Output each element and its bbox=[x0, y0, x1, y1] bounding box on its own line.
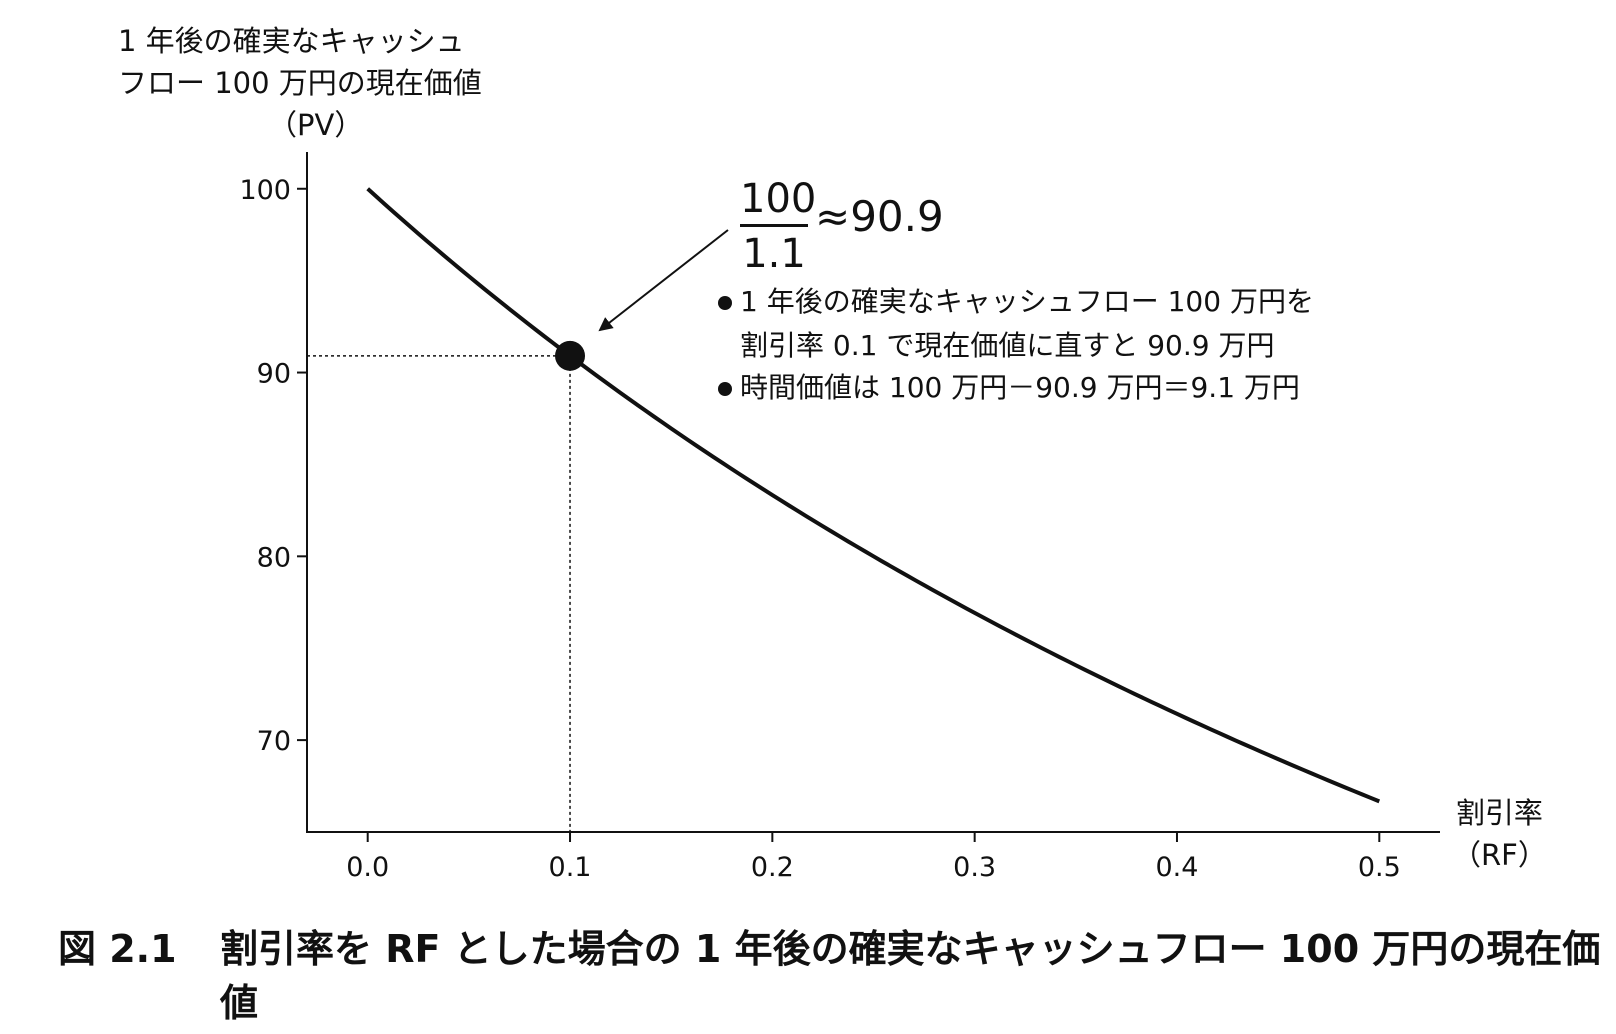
figure-caption: 図 2.1 割引率を RF とした場合の 1 年後の確実なキャッシュフロー 10… bbox=[58, 922, 1600, 1025]
pv-curve-line bbox=[366, 187, 1381, 804]
bullet-dot-icon bbox=[718, 296, 732, 310]
y-tick-label: 70 bbox=[257, 726, 291, 757]
bullet-1-line-2: 割引率 0.1 で現在価値に直すと 90.9 万円 bbox=[740, 329, 1275, 362]
x-axis-ticks: 0.0 0.1 0.2 0.3 0.4 0.5 bbox=[346, 832, 1401, 883]
guide-lines bbox=[307, 355, 571, 832]
annotation-arrow bbox=[598, 229, 729, 332]
y-axis-label: 1 年後の確実なキャッシュ フロー 100 万円の現在価値 （PV） bbox=[118, 20, 482, 146]
x-tick-label: 0.3 bbox=[953, 852, 996, 883]
y-tick-label: 90 bbox=[257, 359, 291, 390]
y-tick-label: 100 bbox=[239, 175, 291, 206]
annotation-bullet-2: 時間価値は 100 万円－90.9 万円＝9.1 万円 bbox=[718, 366, 1300, 406]
y-axis-ticks: 100 90 80 70 bbox=[239, 175, 307, 757]
y-axis-label-line-2: フロー 100 万円の現在価値 bbox=[118, 66, 482, 100]
x-axis-label: 割引率 （RF） bbox=[1452, 790, 1547, 874]
bullet-1-line-1: 1 年後の確実なキャッシュフロー 100 万円を bbox=[740, 285, 1314, 318]
annotation-approx-value: ≈90.9 bbox=[815, 192, 944, 241]
bullet-dot-icon bbox=[718, 382, 732, 396]
x-axis-label-line-1: 割引率 bbox=[1455, 796, 1543, 830]
fraction-denominator: 1.1 bbox=[742, 231, 806, 277]
fraction-bar bbox=[740, 224, 808, 227]
fraction-numerator: 100 bbox=[740, 176, 817, 222]
annotation-fraction: 100 1.1 bbox=[740, 176, 817, 277]
x-axis-label-line-2: （RF） bbox=[1452, 838, 1547, 872]
figure-caption-text: 割引率を RF とした場合の 1 年後の確実なキャッシュフロー 100 万円の現… bbox=[220, 927, 1601, 1025]
highlight-point bbox=[555, 340, 586, 371]
bullet-2-line-1: 時間価値は 100 万円－90.9 万円＝9.1 万円 bbox=[740, 371, 1300, 404]
x-tick-label: 0.0 bbox=[346, 852, 389, 883]
y-tick-label: 80 bbox=[257, 542, 291, 573]
x-tick-label: 0.4 bbox=[1156, 852, 1199, 883]
figure-number: 図 2.1 bbox=[58, 927, 177, 971]
x-tick-label: 0.1 bbox=[549, 852, 592, 883]
x-tick-label: 0.5 bbox=[1358, 852, 1401, 883]
x-tick-label: 0.2 bbox=[751, 852, 794, 883]
y-axis-label-line-1: 1 年後の確実なキャッシュ bbox=[118, 24, 465, 58]
y-axis-label-line-3: （PV） bbox=[268, 108, 364, 142]
annotation-bullet-1: 1 年後の確実なキャッシュフロー 100 万円を 割引率 0.1 で現在価値に直… bbox=[718, 280, 1314, 364]
